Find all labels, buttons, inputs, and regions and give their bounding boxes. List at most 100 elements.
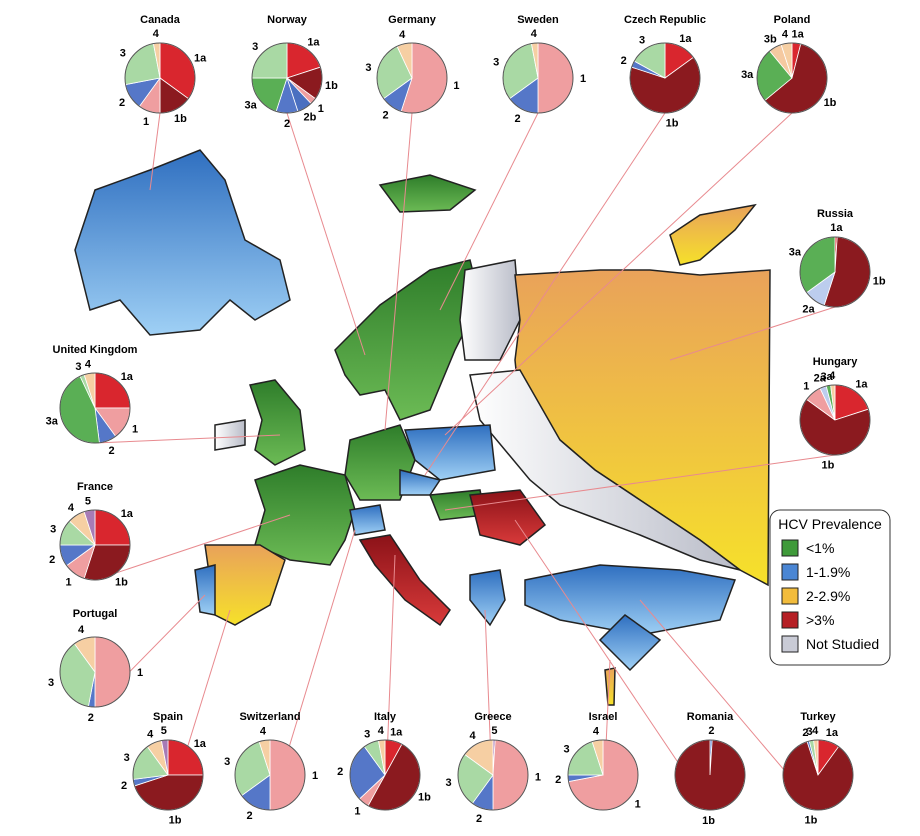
pie-outline	[629, 42, 701, 114]
slice-label: 2a	[802, 303, 815, 315]
slice-label: 3	[120, 48, 126, 60]
slice-label: 1b	[822, 459, 835, 471]
united-kingdom	[249, 379, 306, 466]
pie-outline	[59, 636, 131, 708]
switzerland	[349, 504, 386, 536]
pie-title: United Kingdom	[53, 344, 138, 356]
pie-title: Romania	[687, 711, 734, 723]
pie-title: Israel	[589, 711, 618, 723]
germany	[344, 424, 416, 501]
slice-label: 4	[378, 725, 385, 737]
pie-title: Turkey	[800, 711, 836, 723]
slice-label: 1b	[115, 576, 128, 588]
slice-label: 4	[68, 502, 75, 514]
slice-label: 2	[88, 712, 94, 724]
slice-label: 1a	[121, 371, 134, 383]
pie-outline	[567, 739, 639, 811]
slice-label: 1	[143, 116, 149, 128]
slice-label: 4	[153, 28, 160, 40]
slice-label: 3	[493, 56, 499, 68]
romania	[469, 489, 547, 546]
slice-label: 1b	[325, 80, 338, 92]
slice-label: 1	[635, 799, 641, 811]
pie-title: Switzerland	[239, 711, 300, 723]
slice-label: 1	[137, 667, 143, 679]
pie-outline	[502, 42, 574, 114]
slice-label: 1a	[194, 738, 207, 750]
slice-label: 1a	[792, 28, 805, 40]
slice-label: 1a	[826, 727, 839, 739]
slice-label: 2	[119, 97, 125, 109]
slice-label: 2	[247, 810, 253, 822]
leader-line	[286, 112, 366, 356]
slice-label: 5	[85, 496, 91, 508]
slice-label: 5	[161, 725, 167, 737]
leader-line	[94, 434, 281, 444]
ireland	[214, 419, 246, 451]
slice-label: 3	[48, 677, 54, 689]
slice-label: 2a	[814, 373, 827, 385]
pie-outline	[674, 739, 746, 811]
slice-label: 1b	[702, 815, 715, 827]
slice-label: 3a	[789, 247, 802, 259]
slice-label: 1b	[824, 97, 837, 109]
pie-outline	[349, 739, 421, 811]
slice-label: 3	[50, 523, 56, 535]
slice-label: 3	[75, 361, 81, 373]
pie-title: Czech Republic	[624, 14, 706, 26]
slice-label: 1a	[194, 53, 207, 65]
pie-slice	[269, 739, 306, 811]
slice-label: 3b	[764, 34, 777, 46]
slice-label: 1a	[830, 222, 843, 234]
pie-outline	[132, 739, 204, 811]
slice-label: 4	[470, 730, 477, 742]
pie-title: France	[77, 481, 113, 493]
slice-label: 3	[639, 34, 645, 46]
legend-title: HCV Prevalence	[778, 516, 882, 532]
slice-label: 1a	[855, 379, 868, 391]
legend-box	[769, 509, 891, 666]
leader-line	[149, 112, 161, 191]
slice-label: 1b	[169, 814, 182, 826]
leader-line	[669, 306, 836, 361]
pie-title: Italy	[374, 711, 397, 723]
pie-title: Norway	[267, 14, 308, 26]
greece	[469, 569, 506, 627]
pie-title: Germany	[388, 14, 437, 26]
slice-label: 3	[365, 62, 371, 74]
legend-swatch	[781, 635, 799, 653]
slice-label: 2	[121, 780, 127, 792]
spain	[204, 544, 286, 626]
pie-slice	[94, 636, 131, 708]
legend-label: <1%	[806, 540, 834, 556]
pie-outline	[782, 739, 854, 811]
pie-outline	[234, 739, 306, 811]
slice-label: 3	[224, 756, 230, 768]
slice-label: 3	[564, 744, 570, 756]
pie-outline	[251, 42, 323, 114]
slice-label: 5	[491, 725, 497, 737]
legend-swatch	[781, 611, 799, 629]
slice-label: 2	[49, 554, 55, 566]
pie-outline	[124, 42, 196, 114]
pie-title: Sweden	[517, 14, 559, 26]
slice-label: 1	[535, 771, 541, 783]
slice-label: 2	[555, 774, 561, 786]
slice-label: 4	[812, 725, 819, 737]
slice-label: 2	[109, 445, 115, 457]
slice-label: 2	[708, 725, 714, 737]
pie-outline	[457, 739, 529, 811]
slice-label: 3	[445, 777, 451, 789]
slice-label: 1	[312, 770, 318, 782]
leader-line	[439, 112, 539, 311]
pie-slice	[537, 42, 574, 114]
novaya-zemlya	[669, 203, 757, 266]
slice-label: 1a	[121, 508, 134, 520]
slice-label: 1b	[805, 814, 818, 826]
slice-label: 4	[147, 729, 154, 741]
italy	[358, 534, 451, 627]
leader-lines	[94, 112, 836, 811]
pie-outline	[799, 384, 871, 456]
slice-label: 4	[531, 28, 538, 40]
